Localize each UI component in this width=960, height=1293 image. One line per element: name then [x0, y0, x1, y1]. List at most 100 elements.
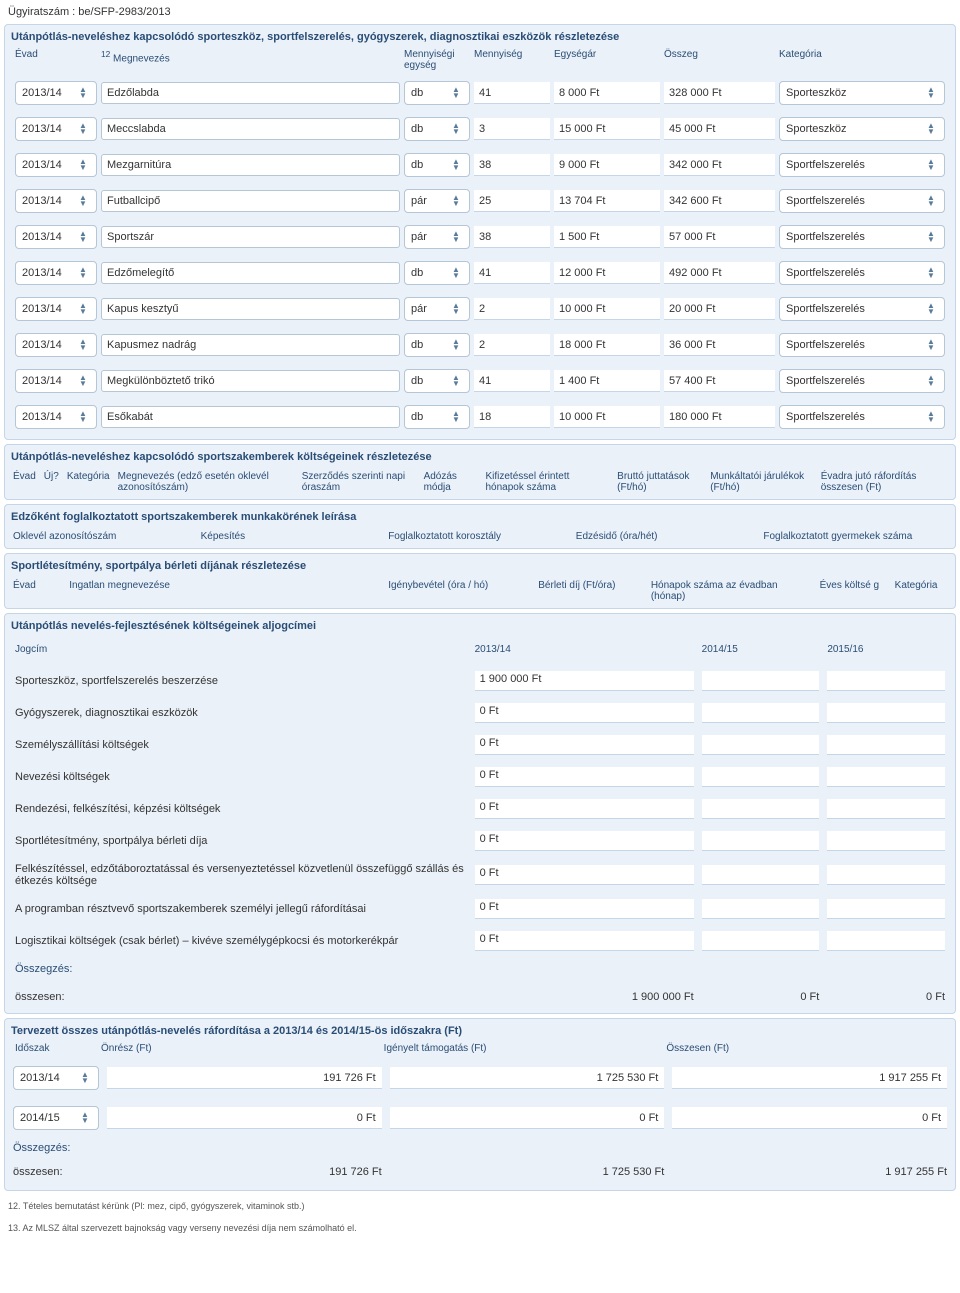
costs-value-2014[interactable] [702, 865, 820, 885]
unit-spinner[interactable]: db▲▼ [404, 117, 470, 141]
evad-spinner[interactable]: 2013/14▲▼ [15, 333, 97, 357]
planned-tot-input[interactable]: 0 Ft [672, 1107, 947, 1129]
evad-spinner[interactable]: 2013/14▲▼ [15, 189, 97, 213]
evad-spinner[interactable]: 2013/14▲▼ [15, 153, 97, 177]
costs-value-2013[interactable]: 0 Ft [475, 931, 694, 951]
spinner-arrows-icon: ▲▼ [76, 375, 90, 387]
unit-spinner[interactable]: db▲▼ [404, 333, 470, 357]
costs-value-2015[interactable] [827, 865, 945, 885]
costs-value-2014[interactable] [702, 831, 820, 851]
costs-value-2014[interactable] [702, 931, 820, 951]
planned-col-header: Igényelt támogatás (Ft) [382, 1043, 665, 1054]
unit-spinner[interactable]: db▲▼ [404, 369, 470, 393]
hdr-total: Összeg [662, 49, 777, 71]
category-spinner[interactable]: Sportfelszerelés▲▼ [779, 333, 945, 357]
name-input[interactable]: Meccslabda [101, 118, 400, 140]
planned-own-input[interactable]: 191 726 Ft [107, 1067, 382, 1089]
costs-total-2015: 0 Ft [823, 981, 949, 1009]
name-input[interactable]: Edzőmelegítő [101, 262, 400, 284]
name-input[interactable]: Esőkabát [101, 406, 400, 428]
costs-value-2015[interactable] [827, 899, 945, 919]
qty-value: 38 [474, 226, 550, 248]
equipment-row: 2013/14▲▼Megkülönböztető trikódb▲▼411 40… [11, 363, 949, 399]
unit-spinner[interactable]: pár▲▼ [404, 297, 470, 321]
unit-spinner[interactable]: db▲▼ [404, 81, 470, 105]
category-spinner[interactable]: Sportfelszerelés▲▼ [779, 153, 945, 177]
price-value: 1 500 Ft [554, 226, 660, 248]
equipment-row: 2013/14▲▼Esőkabátdb▲▼1810 000 Ft180 000 … [11, 399, 949, 435]
planned-evad-spinner[interactable]: 2014/15▲▼ [13, 1106, 99, 1130]
costs-value-2013[interactable]: 0 Ft [475, 703, 694, 723]
costs-value-2015[interactable] [827, 767, 945, 787]
category-spinner[interactable]: Sportfelszerelés▲▼ [779, 369, 945, 393]
name-input[interactable]: Edzőlabda [101, 82, 400, 104]
costs-value-2013[interactable]: 1 900 000 Ft [475, 671, 694, 691]
category-spinner[interactable]: Sportfelszerelés▲▼ [779, 261, 945, 285]
planned-evad-spinner[interactable]: 2013/14▲▼ [13, 1066, 99, 1090]
qty-value: 41 [474, 262, 550, 284]
unit-spinner[interactable]: db▲▼ [404, 261, 470, 285]
unit-spinner[interactable]: db▲▼ [404, 405, 470, 429]
category-spinner[interactable]: Sportfelszerelés▲▼ [779, 297, 945, 321]
costs-value-2013[interactable]: 0 Ft [475, 831, 694, 851]
costs-value-2013[interactable]: 0 Ft [475, 767, 694, 787]
planned-req-input[interactable]: 0 Ft [390, 1107, 665, 1129]
costs-value-2015[interactable] [827, 799, 945, 819]
costs-value-2013[interactable]: 0 Ft [475, 865, 694, 885]
costs-row: Sporteszköz, sportfelszerelés beszerzése… [11, 665, 949, 697]
planned-own-input[interactable]: 0 Ft [107, 1107, 382, 1129]
staff-col-header: Adózás módja [422, 469, 484, 495]
name-input[interactable]: Kapus kesztyű [101, 298, 400, 320]
name-input[interactable]: Mezgarnitúra [101, 154, 400, 176]
costs-value-2015[interactable] [827, 703, 945, 723]
costs-value-2014[interactable] [702, 899, 820, 919]
evad-spinner[interactable]: 2013/14▲▼ [15, 405, 97, 429]
evad-spinner[interactable]: 2013/14▲▼ [15, 225, 97, 249]
name-input[interactable]: Sportszár [101, 226, 400, 248]
costs-value-2014[interactable] [702, 799, 820, 819]
coach-col-header: Edzésidő (óra/hét) [574, 529, 762, 544]
spinner-arrows-icon: ▲▼ [76, 267, 90, 279]
costs-row-label: Sportlétesítmény, sportpálya bérleti díj… [11, 825, 471, 857]
name-input[interactable]: Megkülönböztető trikó [101, 370, 400, 392]
unit-spinner[interactable]: db▲▼ [404, 153, 470, 177]
evad-spinner[interactable]: 2013/14▲▼ [15, 117, 97, 141]
planned-tot-input[interactable]: 1 917 255 Ft [672, 1067, 947, 1089]
footnote-13: 13. Az MLSZ által szervezett bajnokság v… [4, 1217, 956, 1239]
costs-value-2013[interactable]: 0 Ft [475, 799, 694, 819]
costs-value-2014[interactable] [702, 671, 820, 691]
coach-col-header: Foglalkoztatott gyermekek száma [761, 529, 949, 544]
evad-spinner[interactable]: 2013/14▲▼ [15, 81, 97, 105]
unit-spinner[interactable]: pár▲▼ [404, 225, 470, 249]
evad-spinner[interactable]: 2013/14▲▼ [15, 369, 97, 393]
costs-value-2015[interactable] [827, 735, 945, 755]
costs-value-2013[interactable]: 0 Ft [475, 899, 694, 919]
category-spinner[interactable]: Sporteszköz▲▼ [779, 117, 945, 141]
total-value: 20 000 Ft [664, 298, 775, 320]
spinner-arrows-icon: ▲▼ [449, 123, 463, 135]
category-spinner[interactable]: Sportfelszerelés▲▼ [779, 189, 945, 213]
costs-value-2014[interactable] [702, 767, 820, 787]
category-spinner[interactable]: Sportfelszerelés▲▼ [779, 405, 945, 429]
costs-value-2014[interactable] [702, 703, 820, 723]
name-input[interactable]: Futballcipő [101, 190, 400, 212]
facility-title: Sportlétesítmény, sportpálya bérleti díj… [11, 558, 949, 578]
qty-value: 2 [474, 334, 550, 356]
name-input[interactable]: Kapusmez nadrág [101, 334, 400, 356]
category-spinner[interactable]: Sportfelszerelés▲▼ [779, 225, 945, 249]
costs-value-2013[interactable]: 0 Ft [475, 735, 694, 755]
equipment-row: 2013/14▲▼Futballcipőpár▲▼2513 704 Ft342 … [11, 183, 949, 219]
evad-spinner[interactable]: 2013/14▲▼ [15, 261, 97, 285]
unit-spinner[interactable]: pár▲▼ [404, 189, 470, 213]
evad-spinner[interactable]: 2013/14▲▼ [15, 297, 97, 321]
costs-value-2014[interactable] [702, 735, 820, 755]
planned-total-tot: 1 917 255 Ft [672, 1166, 947, 1178]
planned-req-input[interactable]: 1 725 530 Ft [390, 1067, 665, 1089]
category-spinner[interactable]: Sporteszköz▲▼ [779, 81, 945, 105]
costs-value-2015[interactable] [827, 931, 945, 951]
price-value: 15 000 Ft [554, 118, 660, 140]
planned-total-req: 1 725 530 Ft [390, 1166, 665, 1178]
footnote-12: 12. Tételes bemutatást kérünk (Pl: mez, … [4, 1195, 956, 1217]
costs-value-2015[interactable] [827, 671, 945, 691]
costs-value-2015[interactable] [827, 831, 945, 851]
